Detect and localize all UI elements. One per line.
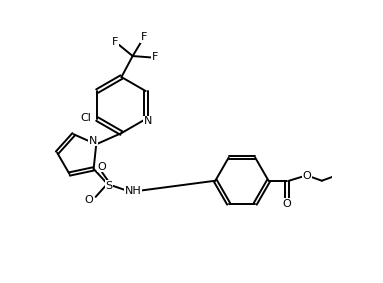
Text: N: N bbox=[144, 116, 152, 126]
Text: F: F bbox=[112, 37, 118, 47]
Text: O: O bbox=[85, 195, 93, 205]
Text: Cl: Cl bbox=[80, 113, 92, 123]
Text: O: O bbox=[98, 162, 106, 171]
Text: F: F bbox=[141, 32, 147, 42]
Text: NH: NH bbox=[124, 186, 141, 196]
Text: O: O bbox=[282, 199, 291, 209]
Text: S: S bbox=[105, 181, 113, 191]
Text: F: F bbox=[152, 52, 158, 63]
Text: N: N bbox=[89, 136, 97, 146]
Text: O: O bbox=[303, 171, 312, 181]
